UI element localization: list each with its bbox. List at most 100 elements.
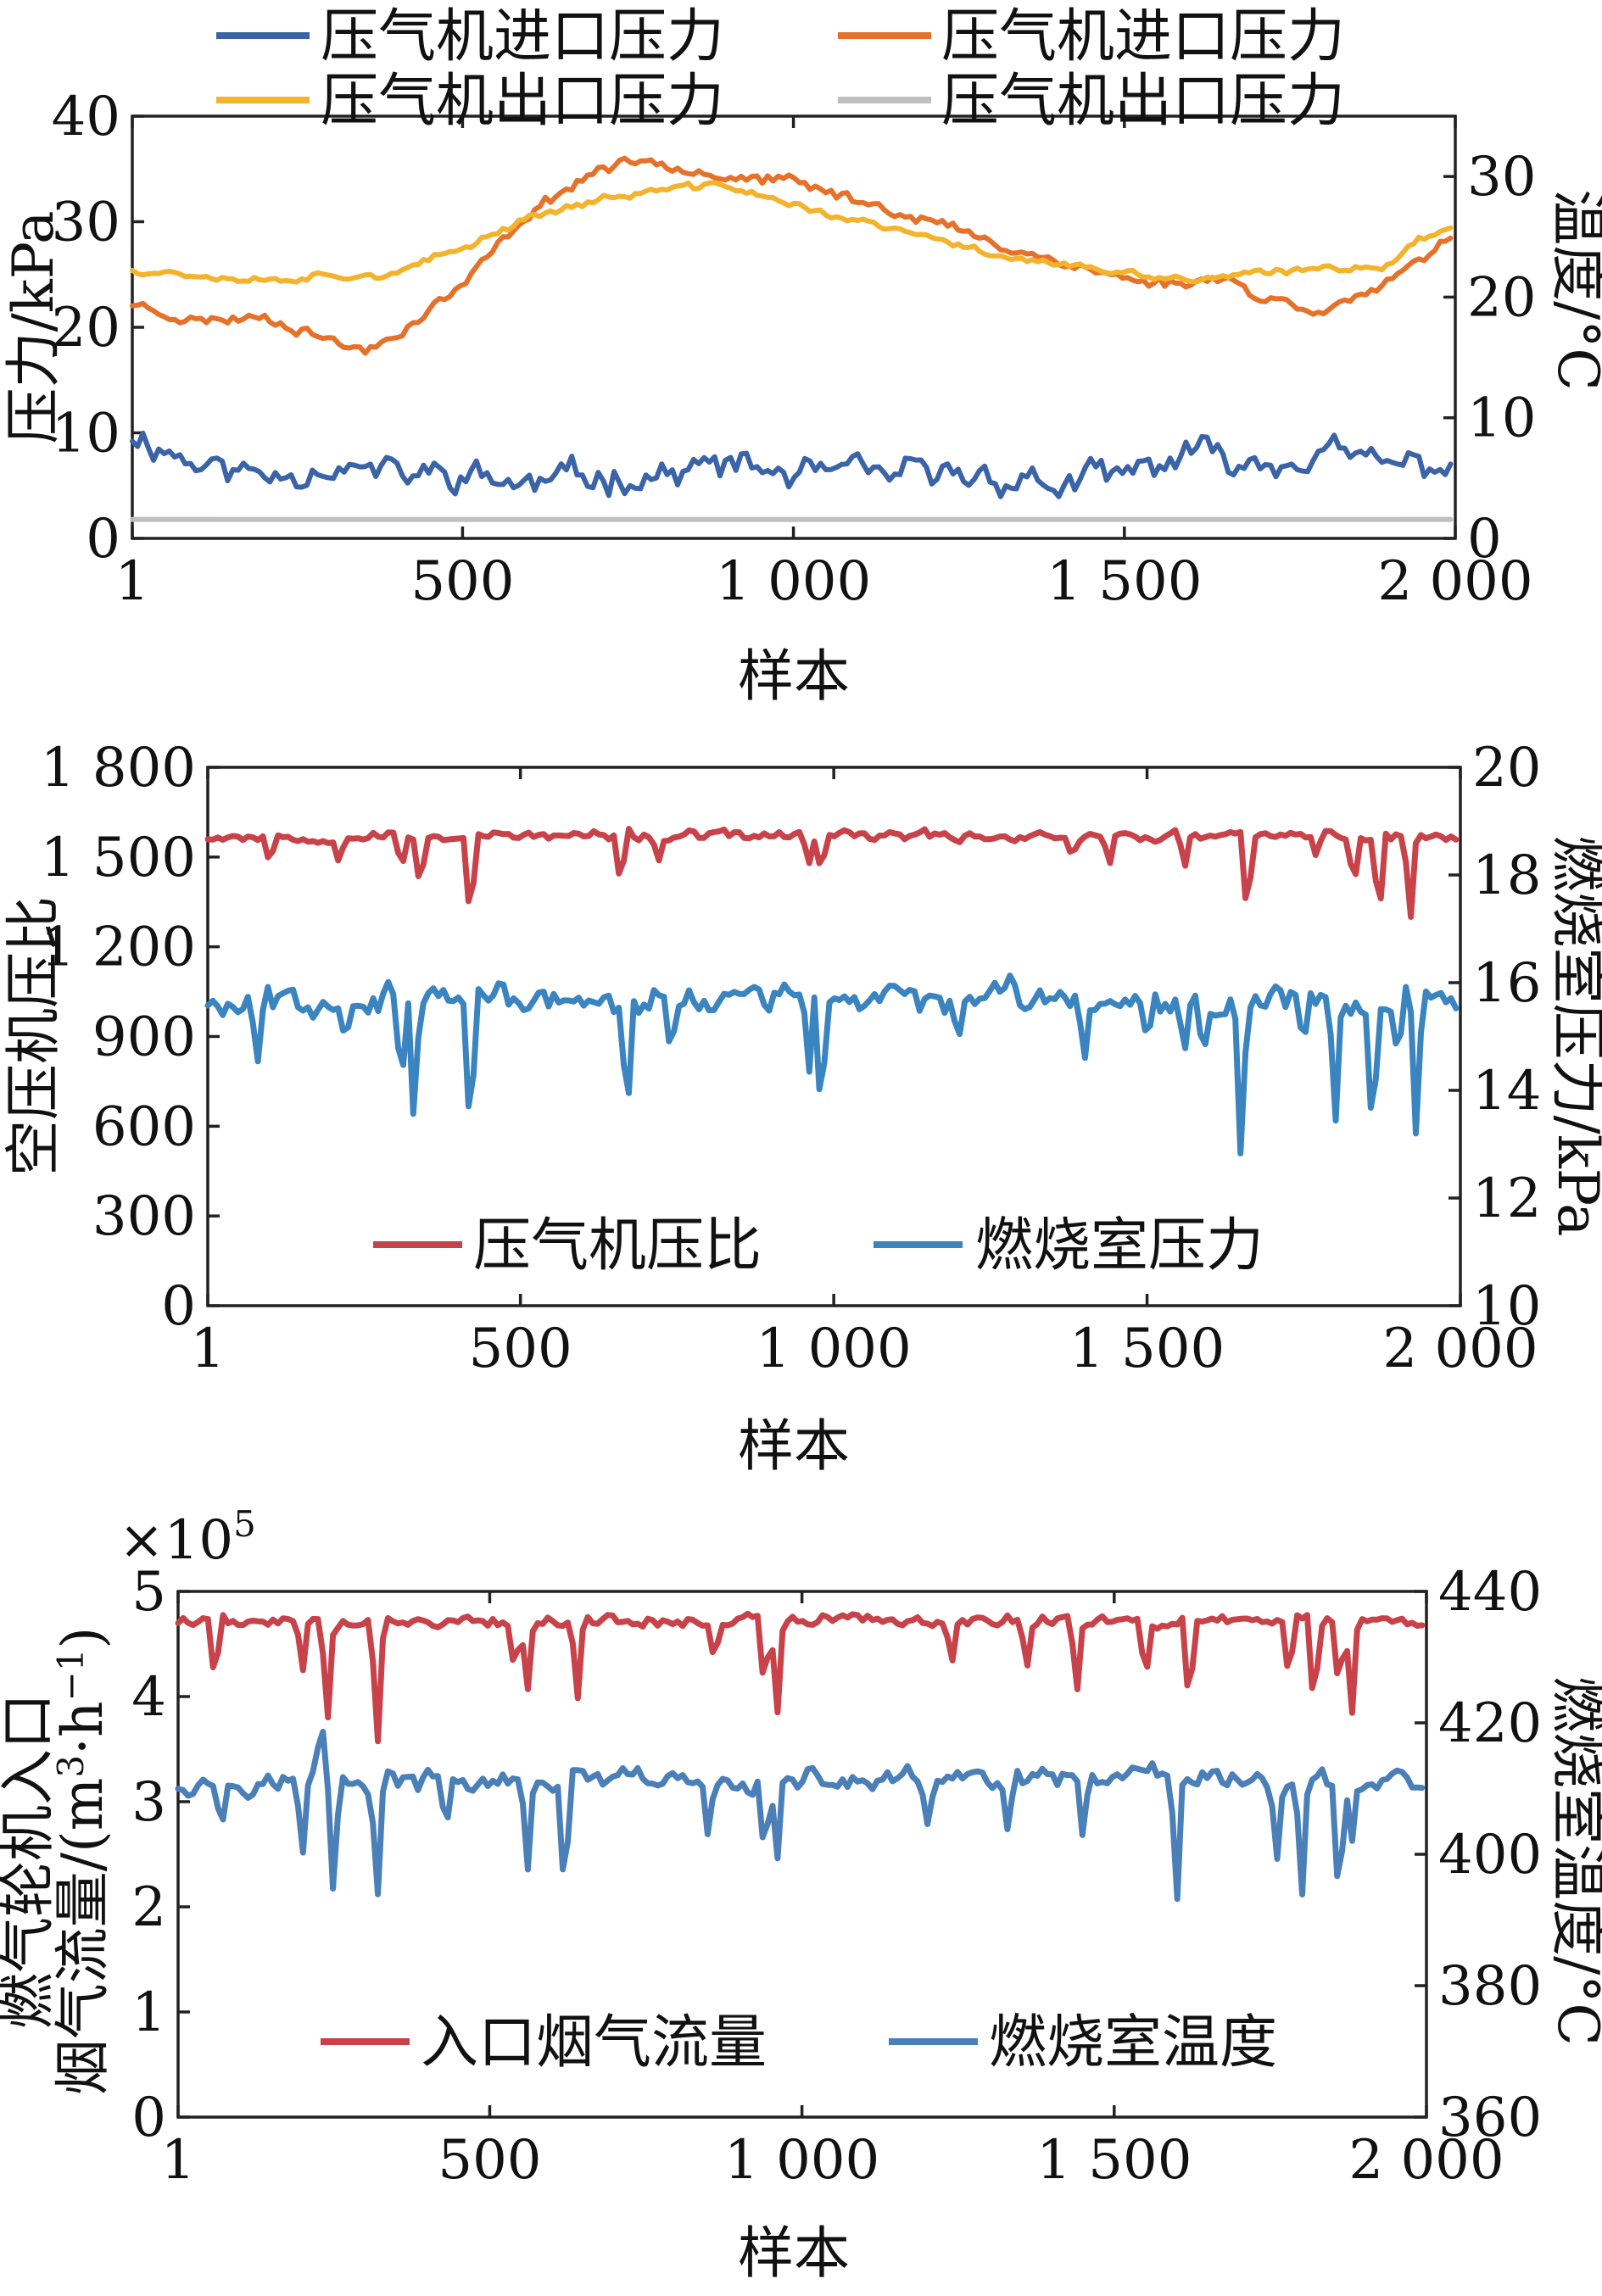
panel-3-legend-label-2: 燃烧室温度	[989, 2009, 1277, 2076]
x-tick-label: 1 500	[1036, 2129, 1192, 2192]
panel-1: 0 10 20 30 40 0 10 20 30 1 500 1 000 1 500 2 000 样本…	[1, 3, 1602, 709]
panel-2-left-axis-label: 空压机压比	[1, 896, 66, 1176]
x-tick-label: 500	[469, 1318, 572, 1380]
y-right-tick-label: 0	[1467, 508, 1502, 571]
y-left-tick-label: 0	[161, 1275, 196, 1338]
y-right-tick-label: 12	[1472, 1168, 1541, 1230]
x-tick-label: 1 000	[756, 1318, 912, 1380]
x-tick-label: 1 500	[1069, 1318, 1225, 1380]
y-left-tick-label: 300	[92, 1185, 196, 1248]
panel-2-x-axis-ticks: 1 500 1 000 1 500 2 000	[191, 767, 1538, 1380]
panel-1-left-axis-label: 压力/kPa	[1, 210, 66, 443]
y-right-tick-label: 380	[1438, 1955, 1542, 2018]
y-left-tick-label: 1	[131, 1981, 166, 2044]
y-left-tick-label: 0	[86, 508, 120, 571]
series-line-1	[130, 430, 1454, 499]
x-tick-label: 500	[438, 2129, 541, 2192]
panel-3-left-axis-label-line1: 燃气轮机入口	[0, 1693, 60, 2029]
y-left-tick-label: 3	[131, 1771, 166, 1834]
series-line-1	[204, 826, 1460, 920]
y-right-tick-label: 30	[1467, 146, 1536, 209]
x-tick-label: 1	[191, 1318, 226, 1380]
panel-3-scale-note-exp: 5	[233, 1503, 256, 1545]
x-tick-label: 2 000	[1348, 2129, 1504, 2192]
panel-1-series-group	[130, 155, 1454, 522]
panel-2-x-axis-label: 样本	[738, 1413, 850, 1479]
y-left-tick-label: 1 500	[41, 827, 196, 889]
y-left-tick-label: 30	[52, 192, 120, 254]
panel-1-x-axis-label: 样本	[738, 644, 850, 709]
panel-3-legend: 入口烟气流量 燃烧室温度	[321, 2009, 1277, 2076]
panel-1-legend-label-4: 压气机出口压力	[941, 68, 1345, 135]
y-left-tick-label: 20	[52, 297, 120, 359]
y-right-tick-label: 20	[1472, 737, 1541, 800]
y-right-tick-label: 420	[1438, 1692, 1542, 1755]
panel-3-series-group	[175, 1610, 1426, 1903]
panel-1-legend-label-1: 压气机进口压力	[321, 3, 724, 70]
y-left-tick-label: 5	[131, 1561, 166, 1624]
panel-1-legend: 压气机进口压力 压气机进口压力 压气机出口压力 压气机出口压力	[216, 3, 1345, 135]
y-right-tick-label: 18	[1472, 844, 1541, 907]
panel-2: 0 300 600 900 1 200 1 500 1 800 10 12 14 16 18 20 1…	[1, 737, 1602, 1479]
series-line-2	[130, 155, 1454, 356]
x-tick-label: 2 000	[1382, 1318, 1538, 1380]
panel-2-legend-label-2: 燃烧室压力	[975, 1212, 1264, 1279]
panel-3-left-axis-ticks: 0 1 2 3 4 5	[131, 1561, 190, 2149]
y-right-tick-label: 16	[1472, 952, 1541, 1015]
y-left-tick-label: 4	[131, 1666, 166, 1729]
panel-2-series-group	[204, 826, 1460, 1156]
y-left-tick-label: 10	[52, 403, 120, 465]
panel-3-left-axis-label-line2: 烟气流量/(m3·h−1)	[50, 1627, 115, 2095]
series-line-1	[175, 1610, 1426, 1745]
panel-3-scale-note-base: ×10	[119, 1509, 233, 1572]
x-tick-label: 1 500	[1047, 550, 1202, 613]
panel-2-left-axis-ticks: 0 300 600 900 1 200 1 500 1 800	[41, 737, 220, 1338]
series-line-3	[130, 180, 1454, 285]
y-right-tick-label: 10	[1472, 1275, 1541, 1338]
panel-3-x-axis-label: 样本	[738, 2221, 850, 2286]
x-tick-label: 500	[410, 550, 514, 613]
y-right-tick-label: 10	[1467, 387, 1536, 450]
panel-3-left-label-suffix: )	[50, 1627, 115, 1649]
panel-3-left-label-sup2: −1	[50, 1649, 92, 1702]
x-tick-label: 2 000	[1377, 550, 1532, 613]
y-right-tick-label: 440	[1438, 1561, 1542, 1624]
panel-3-left-label-mid: ·h	[50, 1701, 115, 1755]
y-right-tick-label: 400	[1438, 1824, 1542, 1886]
y-left-tick-label: 1 800	[41, 737, 196, 800]
x-tick-label: 1	[161, 2129, 196, 2192]
panel-3-right-axis-label: 燃烧室温度/°C	[1545, 1676, 1602, 2046]
x-tick-label: 1 000	[724, 2129, 879, 2192]
panel-3-x-axis-ticks: 1 500 1 000 1 500 2 000	[161, 1591, 1504, 2192]
panel-2-legend-label-1: 压气机压比	[473, 1212, 762, 1279]
y-right-tick-label: 14	[1472, 1060, 1541, 1123]
series-line-2	[175, 1729, 1426, 1903]
panel-1-x-axis-ticks: 1 500 1 000 1 500 2 000	[115, 116, 1533, 613]
panel-1-legend-label-2: 压气机进口压力	[941, 3, 1345, 70]
series-line-2	[204, 972, 1460, 1156]
panel-1-right-axis-ticks: 0 10 20 30	[1443, 146, 1536, 571]
panel-1-right-axis-label: 温度/°C	[1545, 189, 1602, 391]
y-right-tick-label: 360	[1438, 2087, 1542, 2149]
y-left-tick-label: 1 200	[41, 917, 196, 979]
y-left-tick-label: 900	[92, 1006, 196, 1069]
panel-2-right-axis-ticks: 10 12 14 16 18 20	[1448, 737, 1541, 1338]
x-tick-label: 1 000	[716, 550, 871, 613]
y-left-tick-label: 600	[92, 1095, 196, 1158]
y-left-tick-label: 40	[52, 86, 120, 148]
panel-1-legend-label-3: 压气机出口压力	[321, 68, 724, 135]
panel-2-right-axis-label: 燃烧室压力/kPa	[1545, 835, 1602, 1236]
y-left-tick-label: 0	[131, 2087, 166, 2149]
y-left-tick-label: 2	[131, 1876, 166, 1939]
panel-3-right-axis-ticks: 360 380 400 420 440	[1415, 1561, 1542, 2149]
panel-2-legend: 压气机压比 燃烧室压力	[373, 1212, 1264, 1279]
panel-1-left-axis-ticks: 0 10 20 30 40	[52, 86, 144, 571]
panel-3-left-label-sup1: 3	[50, 1755, 92, 1778]
x-tick-label: 1	[115, 550, 150, 613]
panel-3-legend-label-1: 入口烟气流量	[421, 2009, 767, 2076]
y-right-tick-label: 20	[1467, 266, 1536, 329]
panel-3-left-label-prefix: 烟气流量/(m	[50, 1778, 115, 2096]
panel-3-scale-note: ×105	[119, 1503, 256, 1572]
